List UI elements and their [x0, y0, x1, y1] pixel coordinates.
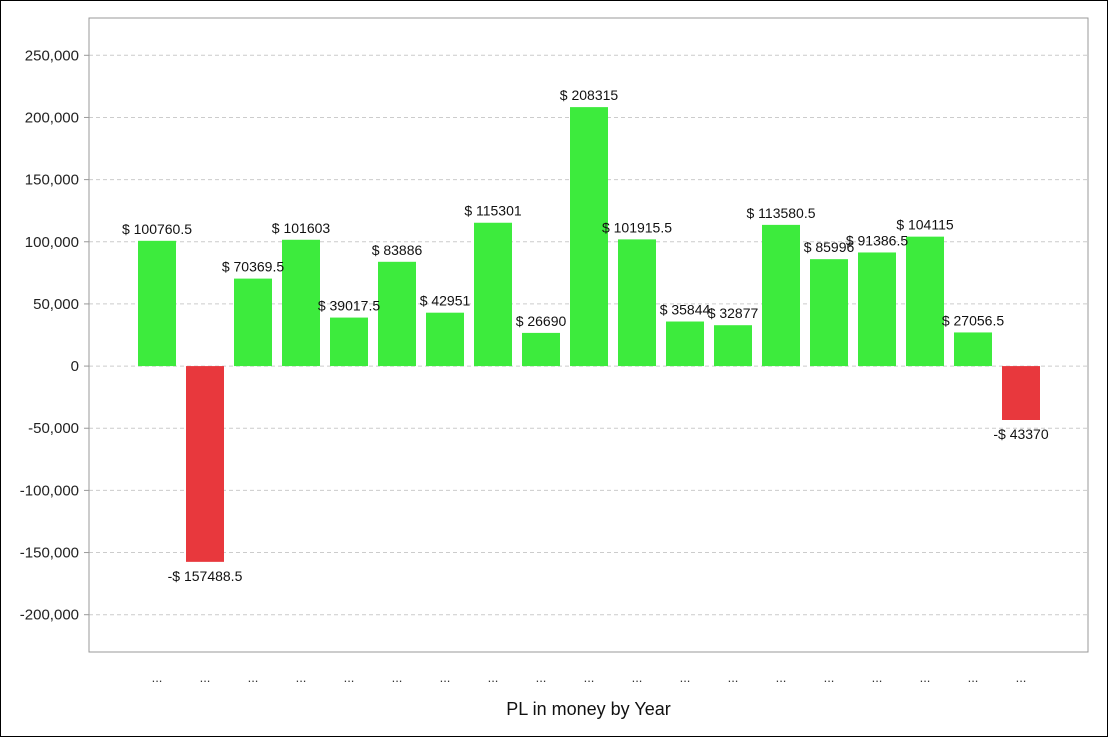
bar	[330, 317, 368, 367]
bar	[618, 239, 656, 367]
x-tick-label: ...	[152, 670, 163, 685]
data-label: $ 26690	[516, 313, 567, 329]
x-tick-label: ...	[440, 670, 451, 685]
data-label: $ 39017.5	[318, 298, 380, 314]
data-label: $ 104115	[896, 217, 954, 233]
bar	[762, 224, 800, 367]
y-tick-label: -200,000	[20, 607, 79, 624]
x-tick-label: ...	[200, 670, 211, 685]
data-label: $ 115301	[464, 203, 522, 219]
bar	[714, 325, 752, 367]
bar	[570, 107, 608, 367]
bar	[1002, 366, 1040, 420]
x-tick-label: ...	[1016, 670, 1027, 685]
x-tick-label: ...	[248, 670, 259, 685]
x-tick-label: ...	[488, 670, 499, 685]
data-label: $ 208315	[560, 87, 619, 103]
data-label: $ 32877	[708, 305, 759, 321]
bar	[234, 278, 272, 367]
x-tick-label: ...	[632, 670, 643, 685]
data-labels: $ 100760.5 -$ 157488.5 $ 70369.5 $ 101603 $ …	[122, 87, 1049, 584]
x-tick-label: ...	[776, 670, 787, 685]
data-label: $ 70369.5	[222, 259, 284, 275]
bar	[522, 332, 560, 367]
y-tick-label: -100,000	[20, 482, 79, 499]
x-axis-categories: ........................................…	[152, 670, 1027, 685]
bar	[858, 252, 896, 367]
plot-area-border	[88, 17, 1089, 653]
data-label: $ 83886	[372, 242, 423, 258]
bar	[906, 236, 944, 367]
x-tick-label: ...	[872, 670, 883, 685]
x-tick-label: ...	[392, 670, 403, 685]
y-tick-label: 0	[71, 358, 79, 375]
bar	[666, 321, 704, 367]
data-label: -$ 157488.5	[168, 568, 243, 584]
y-tick-label: 200,000	[25, 109, 79, 126]
bar	[186, 366, 224, 562]
data-label: $ 101915.5	[602, 219, 672, 235]
bar	[282, 239, 320, 367]
x-tick-label: ...	[824, 670, 835, 685]
x-tick-label: ...	[344, 670, 355, 685]
y-tick-label: -50,000	[28, 420, 79, 437]
x-tick-label: ...	[680, 670, 691, 685]
data-label: $ 100760.5	[122, 221, 192, 237]
x-tick-label: ...	[968, 670, 979, 685]
data-label: $ 113580.5	[746, 205, 815, 221]
bar	[810, 259, 848, 367]
data-label: $ 101603	[272, 220, 331, 236]
bar	[138, 240, 176, 367]
y-tick-label: 150,000	[25, 172, 79, 189]
bars	[138, 107, 1040, 562]
y-axis-ticks: -200,000 -150,000 -100,000 -50,000 0 50,000 10…	[20, 47, 89, 624]
y-tick-label: 100,000	[25, 234, 79, 251]
y-tick-label: 50,000	[33, 296, 79, 313]
bar	[474, 222, 512, 367]
data-label: $ 35844	[660, 302, 711, 318]
x-tick-label: ...	[296, 670, 307, 685]
data-label: -$ 43370	[993, 426, 1048, 442]
bar	[378, 261, 416, 367]
bar	[426, 312, 464, 367]
bar	[954, 332, 992, 367]
data-label: $ 42951	[420, 293, 471, 309]
data-label: $ 27056.5	[942, 312, 1004, 328]
data-label: $ 91386.5	[846, 232, 908, 248]
y-tick-label: 250,000	[25, 47, 79, 64]
x-axis-title: PL in money by Year	[506, 699, 670, 719]
x-tick-label: ...	[536, 670, 547, 685]
x-tick-label: ...	[584, 670, 595, 685]
data-label: $ 85996	[804, 239, 855, 255]
x-tick-label: ...	[920, 670, 931, 685]
y-tick-label: -150,000	[20, 545, 79, 562]
x-tick-label: ...	[728, 670, 739, 685]
